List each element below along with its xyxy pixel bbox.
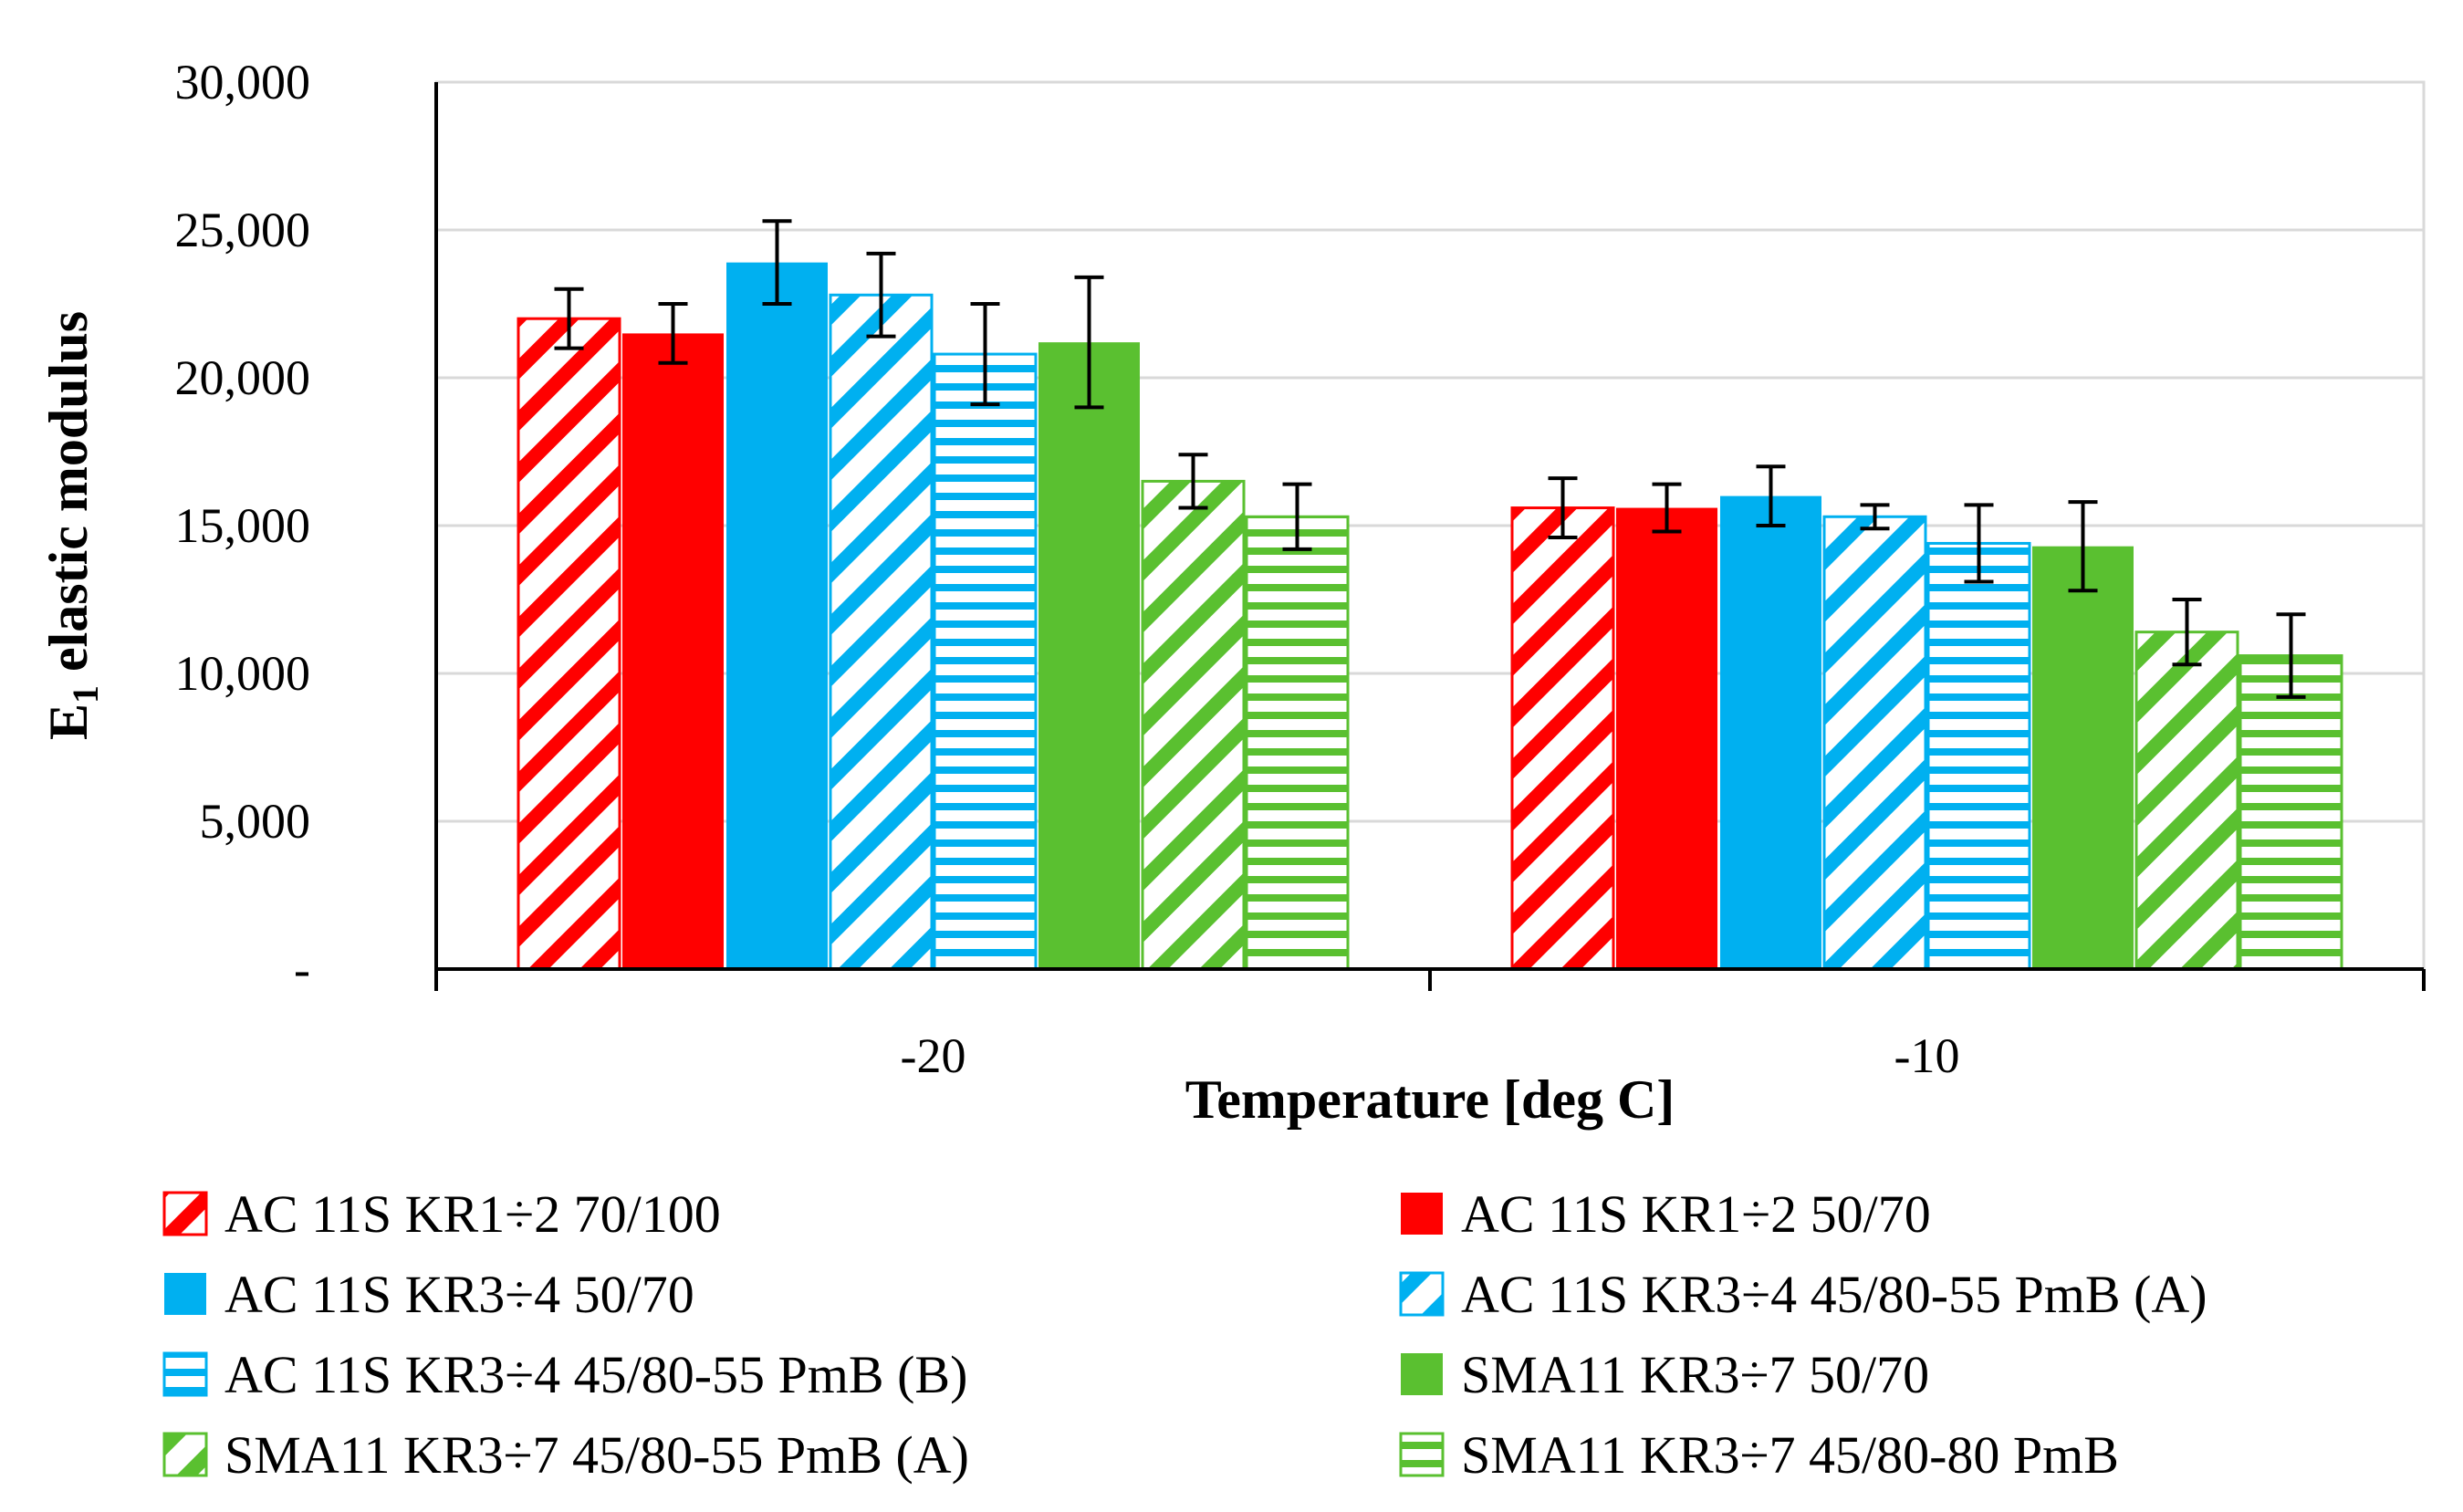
bar [2134, 631, 2239, 971]
legend-item: AC 11S KR3÷4 50/70 [164, 1265, 694, 1324]
legend-item: AC 11S KR1÷2 50/70 [1401, 1184, 1931, 1244]
y-tick-label: - [294, 942, 310, 996]
legend-swatch [162, 1351, 208, 1397]
bar [1720, 495, 1821, 969]
bar [622, 333, 724, 969]
error-bar [554, 287, 584, 350]
bar [2032, 546, 2134, 969]
legend-swatch [1399, 1432, 1445, 1477]
error-bar [762, 219, 792, 306]
legend-item: AC 11S KR3÷4 45/80-55 PmB (B) [162, 1345, 967, 1404]
y-tick-label: 30,000 [175, 55, 311, 109]
error-bar [1282, 482, 1312, 551]
y-tick-label: 5,000 [200, 794, 311, 849]
y-tick-label: 10,000 [175, 646, 311, 701]
legend-item: SMA11 KR3÷7 50/70 [1401, 1345, 1929, 1404]
legend-label: AC 11S KR1÷2 70/100 [224, 1184, 721, 1244]
x-tick-label: -10 [1894, 1028, 1960, 1083]
legend-swatch [162, 1191, 208, 1236]
bar [1141, 479, 1246, 971]
error-bar [866, 251, 896, 339]
error-bar [1964, 503, 1994, 584]
bar [2239, 654, 2343, 971]
bar [517, 317, 621, 971]
bar [1510, 506, 1615, 971]
bar [1038, 342, 1140, 969]
legend-swatch [162, 1432, 208, 1477]
bar [829, 293, 934, 971]
legend-label: AC 11S KR3÷4 45/80-55 PmB (B) [224, 1345, 967, 1404]
legend-item: AC 11S KR3÷4 45/80-55 PmB (A) [1399, 1265, 2207, 1324]
legend: AC 11S KR1÷2 70/100 AC 11S KR1÷2 50/70 AC … [162, 1184, 2207, 1485]
y-tick-label: 15,000 [175, 498, 311, 553]
legend-item: SMA11 KR3÷7 45/80-80 PmB [1399, 1425, 2119, 1485]
legend-item: SMA11 KR3÷7 45/80-55 PmB (A) [162, 1425, 969, 1485]
y-axis-title-rest: elastic modulus [38, 311, 99, 685]
error-bar [1652, 482, 1682, 534]
legend-label: AC 11S KR3÷4 45/80-55 PmB (A) [1461, 1265, 2207, 1324]
y-tick-labels: - 5,000 10,000 15,000 20,000 25,000 30,000 [175, 55, 311, 996]
x-tick-label: -20 [901, 1028, 966, 1083]
legend-swatch [1401, 1353, 1443, 1395]
error-bars [554, 219, 2306, 699]
legend-swatch [1401, 1193, 1443, 1235]
error-bar [1178, 453, 1208, 510]
error-bar [1074, 275, 1104, 410]
y-tick-label: 20,000 [175, 350, 311, 405]
legend-swatch [164, 1273, 206, 1315]
bar [1245, 515, 1350, 971]
legend-label: SMA11 KR3÷7 50/70 [1461, 1345, 1929, 1404]
y-axis-title: E1 elastic modulus [38, 311, 106, 740]
error-bar [2172, 598, 2202, 667]
bar [726, 262, 828, 969]
bar [933, 352, 1038, 971]
error-bar [2068, 500, 2098, 593]
error-bar [1756, 464, 1786, 527]
error-bar [970, 302, 1000, 407]
error-bar [1860, 503, 1890, 531]
legend-label: SMA11 KR3÷7 45/80-80 PmB [1461, 1425, 2119, 1485]
x-tick-labels: -20 -10 [901, 1028, 1960, 1083]
legend-item: AC 11S KR1÷2 70/100 [162, 1184, 721, 1244]
bar [1926, 541, 2031, 971]
bars [517, 262, 2343, 971]
legend-label: SMA11 KR3÷7 45/80-55 PmB (A) [224, 1425, 969, 1485]
y-axis-title-subscript: 1 [65, 685, 106, 704]
error-bar [1548, 476, 1578, 539]
legend-swatch [1399, 1271, 1445, 1317]
bar [1616, 507, 1717, 969]
error-bar [2276, 612, 2306, 699]
y-tick-label: 25,000 [175, 203, 311, 257]
error-bar [658, 302, 688, 365]
y-axis-title-main: E [38, 704, 99, 740]
x-axis-title: Temperature [deg C] [1185, 1069, 1675, 1130]
bar [1822, 515, 1927, 971]
legend-label: AC 11S KR1÷2 50/70 [1461, 1184, 1931, 1244]
legend-label: AC 11S KR3÷4 50/70 [224, 1265, 694, 1324]
